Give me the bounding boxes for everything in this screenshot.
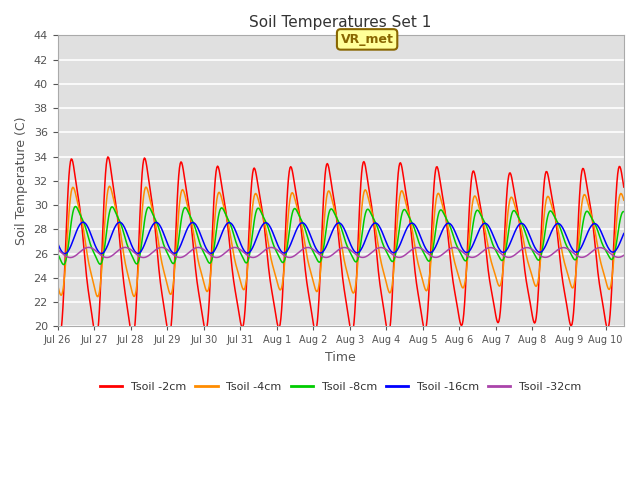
Tsoil -4cm — [94, 294, 102, 300]
Tsoil -8cm — [475, 209, 483, 215]
Tsoil -2cm — [461, 289, 469, 295]
Tsoil -2cm — [134, 253, 142, 259]
Tsoil -32cm — [67, 255, 74, 261]
Tsoil -32cm — [54, 247, 61, 252]
Tsoil -4cm — [134, 265, 142, 271]
Tsoil -32cm — [134, 253, 142, 259]
Tsoil -16cm — [79, 219, 87, 225]
Tsoil -16cm — [318, 250, 326, 255]
Tsoil -16cm — [620, 231, 628, 237]
Tsoil -32cm — [475, 252, 483, 257]
Tsoil -8cm — [297, 216, 305, 222]
Text: VR_met: VR_met — [340, 33, 394, 46]
Tsoil -8cm — [134, 259, 142, 265]
Tsoil -4cm — [461, 278, 469, 284]
Tsoil -32cm — [297, 248, 305, 253]
Tsoil -32cm — [461, 252, 469, 257]
Tsoil -32cm — [318, 253, 326, 259]
Tsoil -4cm — [620, 197, 628, 203]
Tsoil -16cm — [61, 251, 69, 256]
Tsoil -32cm — [620, 252, 628, 258]
Tsoil -16cm — [56, 245, 63, 251]
Tsoil -32cm — [85, 244, 93, 250]
Line: Tsoil -4cm: Tsoil -4cm — [58, 186, 624, 297]
Tsoil -2cm — [318, 228, 326, 234]
Tsoil -16cm — [134, 251, 142, 256]
Line: Tsoil -32cm: Tsoil -32cm — [58, 247, 624, 258]
Tsoil -4cm — [106, 183, 113, 189]
Tsoil -16cm — [475, 228, 483, 233]
Line: Tsoil -16cm: Tsoil -16cm — [58, 222, 624, 253]
Title: Soil Temperatures Set 1: Soil Temperatures Set 1 — [250, 15, 432, 30]
Tsoil -8cm — [318, 254, 326, 260]
Tsoil -4cm — [475, 204, 483, 210]
Tsoil -8cm — [72, 204, 79, 209]
Tsoil -2cm — [297, 221, 305, 227]
Tsoil -32cm — [56, 248, 63, 254]
Tsoil -2cm — [54, 325, 61, 331]
Tsoil -16cm — [297, 220, 305, 226]
Tsoil -8cm — [620, 209, 628, 215]
Legend: Tsoil -2cm, Tsoil -4cm, Tsoil -8cm, Tsoil -16cm, Tsoil -32cm: Tsoil -2cm, Tsoil -4cm, Tsoil -8cm, Tsoi… — [95, 378, 586, 396]
Tsoil -2cm — [475, 196, 483, 202]
Tsoil -2cm — [56, 333, 63, 338]
Y-axis label: Soil Temperature (C): Soil Temperature (C) — [15, 117, 28, 245]
Tsoil -8cm — [60, 262, 67, 267]
Tsoil -4cm — [56, 290, 63, 296]
Line: Tsoil -8cm: Tsoil -8cm — [58, 206, 624, 264]
Tsoil -8cm — [461, 258, 469, 264]
Tsoil -2cm — [93, 335, 100, 341]
Tsoil -4cm — [297, 217, 305, 223]
Tsoil -4cm — [318, 250, 326, 255]
X-axis label: Time: Time — [325, 351, 356, 364]
Line: Tsoil -2cm: Tsoil -2cm — [58, 157, 624, 338]
Tsoil -16cm — [54, 240, 61, 246]
Tsoil -16cm — [461, 249, 469, 255]
Tsoil -8cm — [54, 251, 61, 256]
Tsoil -4cm — [54, 282, 61, 288]
Tsoil -2cm — [104, 154, 111, 160]
Tsoil -2cm — [620, 184, 628, 190]
Tsoil -8cm — [56, 255, 63, 261]
